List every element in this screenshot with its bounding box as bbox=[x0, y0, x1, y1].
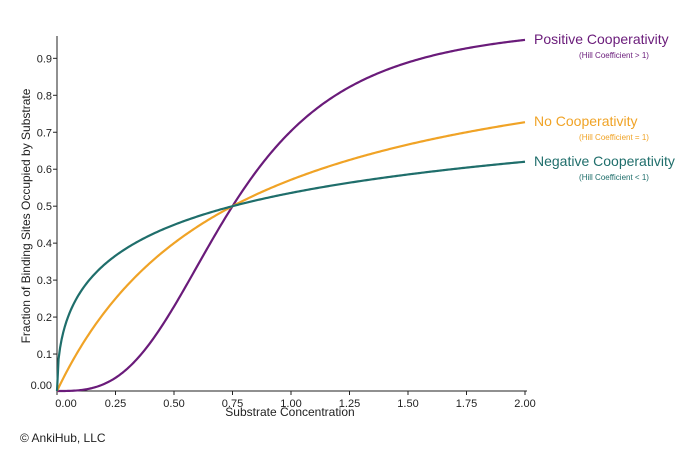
positive-cooperativity-note: (Hill Coefficient > 1) bbox=[579, 51, 649, 60]
y-tick-label: 0.9 bbox=[37, 53, 52, 65]
series-labels: Positive Cooperativity (Hill Coefficient … bbox=[534, 31, 675, 182]
x-tick-label: 0.50 bbox=[163, 398, 184, 410]
y-tick-label: 0.6 bbox=[37, 164, 52, 176]
y-axis-title: Fraction of Binding Sites Occupied by Su… bbox=[19, 88, 33, 343]
no-cooperativity-note: (Hill Coefficient = 1) bbox=[579, 133, 649, 142]
copyright-credit: © AnkiHub, LLC bbox=[20, 431, 106, 445]
y-tick-label: 0.7 bbox=[37, 127, 52, 139]
x-tick-label: 0.25 bbox=[105, 398, 126, 410]
negative-cooperativity-label: Negative Cooperativity bbox=[534, 153, 675, 169]
axes bbox=[56, 36, 527, 392]
x-tick-label: 1.00 bbox=[280, 398, 301, 410]
x-tick-label: 0.75 bbox=[222, 398, 243, 410]
y-tick-label: 0.8 bbox=[37, 90, 52, 102]
x-tick-label: 1.75 bbox=[456, 398, 477, 410]
curves bbox=[55, 38, 526, 393]
y-tick-label: 0.5 bbox=[37, 201, 52, 213]
y-tick-label: 0.2 bbox=[37, 312, 52, 324]
x-ticks: 0.00 0.25 0.50 0.75 1.00 1.25 1.50 1.75 2.00 bbox=[55, 391, 536, 410]
y-tick-label: 0.1 bbox=[37, 349, 52, 361]
no-cooperativity-curve bbox=[56, 121, 526, 392]
y-ticks: 0.00 0.1 0.2 0.3 0.4 0.5 0.6 0.7 0.8 0.9 bbox=[31, 53, 57, 392]
y-tick-label: 0.4 bbox=[37, 238, 52, 250]
positive-cooperativity-curve bbox=[57, 38, 526, 393]
y-tick-label: 0.3 bbox=[37, 275, 52, 287]
y-tick-label: 0.00 bbox=[31, 380, 52, 392]
x-tick-label: 1.25 bbox=[339, 398, 360, 410]
positive-cooperativity-label: Positive Cooperativity bbox=[534, 31, 669, 47]
x-tick-label: 2.00 bbox=[514, 398, 535, 410]
x-axis-title: Substrate Concentration bbox=[225, 405, 354, 419]
negative-cooperativity-curve bbox=[55, 160, 526, 392]
no-cooperativity-label: No Cooperativity bbox=[534, 113, 638, 129]
negative-cooperativity-note: (Hill Coefficient < 1) bbox=[579, 173, 649, 182]
x-tick-label: 1.50 bbox=[397, 398, 418, 410]
x-tick-label: 0.00 bbox=[55, 398, 76, 410]
